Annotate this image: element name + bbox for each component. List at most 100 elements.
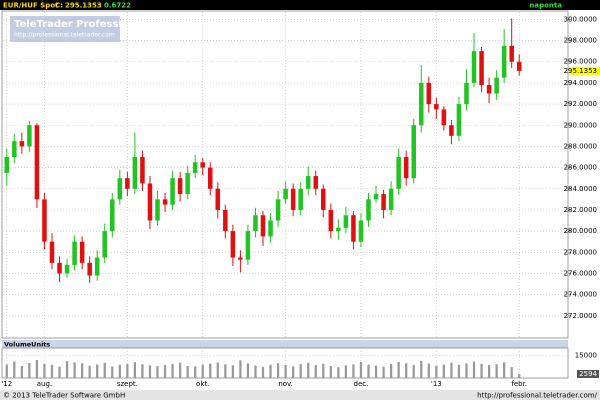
y-tick-label: 290.0000 bbox=[564, 121, 597, 129]
volume-bar bbox=[435, 365, 438, 378]
candle-body bbox=[102, 231, 107, 258]
volume-bar bbox=[254, 365, 257, 378]
candle-body bbox=[19, 141, 25, 147]
close-value: 295.1353 bbox=[65, 2, 102, 10]
candle-body bbox=[419, 82, 424, 126]
y-tick-label: 286.0000 bbox=[564, 164, 597, 172]
x-tick-label: febr. bbox=[511, 380, 527, 388]
volume-bar bbox=[344, 365, 348, 378]
volume-bar bbox=[28, 363, 31, 378]
volume-bar bbox=[503, 362, 506, 378]
candle-body bbox=[87, 262, 92, 276]
volume-bar bbox=[103, 362, 106, 378]
candle-body bbox=[441, 109, 447, 126]
volume-bar bbox=[261, 366, 265, 378]
y-tick-label: 274.0000 bbox=[564, 291, 597, 299]
y-tick-label: 278.0000 bbox=[564, 248, 597, 256]
y-tick-label: 282.0000 bbox=[564, 206, 597, 214]
volume-bar bbox=[269, 364, 272, 378]
candle-body bbox=[155, 199, 160, 221]
volume-bar bbox=[292, 366, 295, 378]
volume-bar bbox=[495, 364, 498, 378]
last-volume-box bbox=[577, 370, 599, 378]
volume-bar bbox=[5, 364, 8, 378]
candle-body bbox=[486, 85, 492, 94]
candle-body bbox=[253, 215, 258, 232]
candle-body bbox=[260, 215, 266, 237]
last-volume-label: 2594 bbox=[579, 370, 597, 378]
instrument: EUR/HUF Spot bbox=[3, 2, 59, 10]
volume-bar bbox=[65, 361, 69, 378]
candle-body bbox=[177, 178, 183, 195]
candle-body bbox=[434, 104, 439, 110]
candle-body bbox=[388, 188, 394, 210]
close-label: C: bbox=[55, 2, 63, 10]
candle-body bbox=[72, 241, 77, 265]
volume-bar bbox=[58, 366, 61, 378]
volume-bar bbox=[510, 367, 513, 378]
volume-bar bbox=[13, 361, 16, 378]
candle-body bbox=[230, 231, 236, 258]
period: naponta bbox=[529, 2, 562, 10]
candle-body bbox=[170, 178, 175, 205]
volume-bar bbox=[382, 366, 385, 378]
volume-bar bbox=[246, 363, 250, 378]
candle-body bbox=[94, 257, 100, 276]
candle-body bbox=[464, 82, 469, 105]
candle-body bbox=[200, 162, 205, 168]
watermark-box bbox=[10, 16, 120, 42]
candle-body bbox=[132, 157, 138, 189]
y-tick-label: 294.0000 bbox=[564, 79, 597, 87]
candle-body bbox=[298, 188, 303, 210]
volume-bar bbox=[450, 362, 453, 378]
candle-body bbox=[411, 125, 416, 179]
volume-bar bbox=[518, 374, 521, 378]
last-price-box bbox=[569, 66, 600, 75]
volume-bar bbox=[186, 365, 189, 378]
footer-right: http://professional.teletrader.com/ bbox=[477, 392, 597, 400]
footer-left: © 2013 TeleTrader Software GmbH bbox=[3, 392, 125, 400]
footer-bar bbox=[0, 390, 600, 400]
volume-bar bbox=[472, 361, 476, 378]
volume-bar bbox=[420, 360, 423, 378]
volume-bar bbox=[43, 363, 46, 378]
candle-body bbox=[290, 188, 296, 210]
y-tick-label: 276.0000 bbox=[564, 269, 597, 277]
candle-body bbox=[192, 162, 198, 173]
volume-bar bbox=[276, 363, 280, 378]
volume-tick-label: 15000 bbox=[575, 352, 597, 360]
candle-body bbox=[147, 183, 153, 221]
volume-bar bbox=[427, 363, 430, 378]
volume-bar bbox=[480, 363, 483, 378]
volume-bar bbox=[389, 364, 393, 378]
candle-body bbox=[366, 199, 371, 221]
candle-body bbox=[4, 157, 10, 173]
volume-bar bbox=[20, 366, 23, 378]
candle-body bbox=[27, 125, 32, 147]
volume-bar bbox=[442, 364, 445, 378]
watermark-title: TeleTrader Professional bbox=[14, 19, 146, 30]
volume-bar bbox=[209, 363, 212, 378]
candle-body bbox=[328, 209, 334, 232]
x-tick-label: okt. bbox=[196, 380, 209, 388]
volume-bar bbox=[111, 366, 114, 378]
x-tick-label: aug. bbox=[37, 380, 52, 388]
candle-body bbox=[207, 167, 213, 189]
candle-body bbox=[57, 262, 62, 274]
volume-bar bbox=[133, 362, 137, 378]
volume-bar bbox=[359, 361, 363, 378]
y-tick-label: 296.0000 bbox=[564, 58, 597, 66]
candle-body bbox=[64, 264, 70, 274]
candle-body bbox=[471, 51, 477, 83]
volume-bar bbox=[224, 364, 227, 378]
candle-body bbox=[268, 220, 273, 237]
volume-bar bbox=[299, 364, 302, 378]
candle-body bbox=[79, 241, 85, 263]
volume-bar bbox=[178, 362, 182, 378]
candle-body bbox=[34, 125, 40, 200]
last-price-label: 295.1353 bbox=[564, 67, 597, 75]
candle-body bbox=[479, 51, 484, 86]
volume-bar bbox=[337, 367, 340, 378]
header-bar bbox=[0, 0, 600, 10]
candle-body bbox=[449, 125, 454, 136]
